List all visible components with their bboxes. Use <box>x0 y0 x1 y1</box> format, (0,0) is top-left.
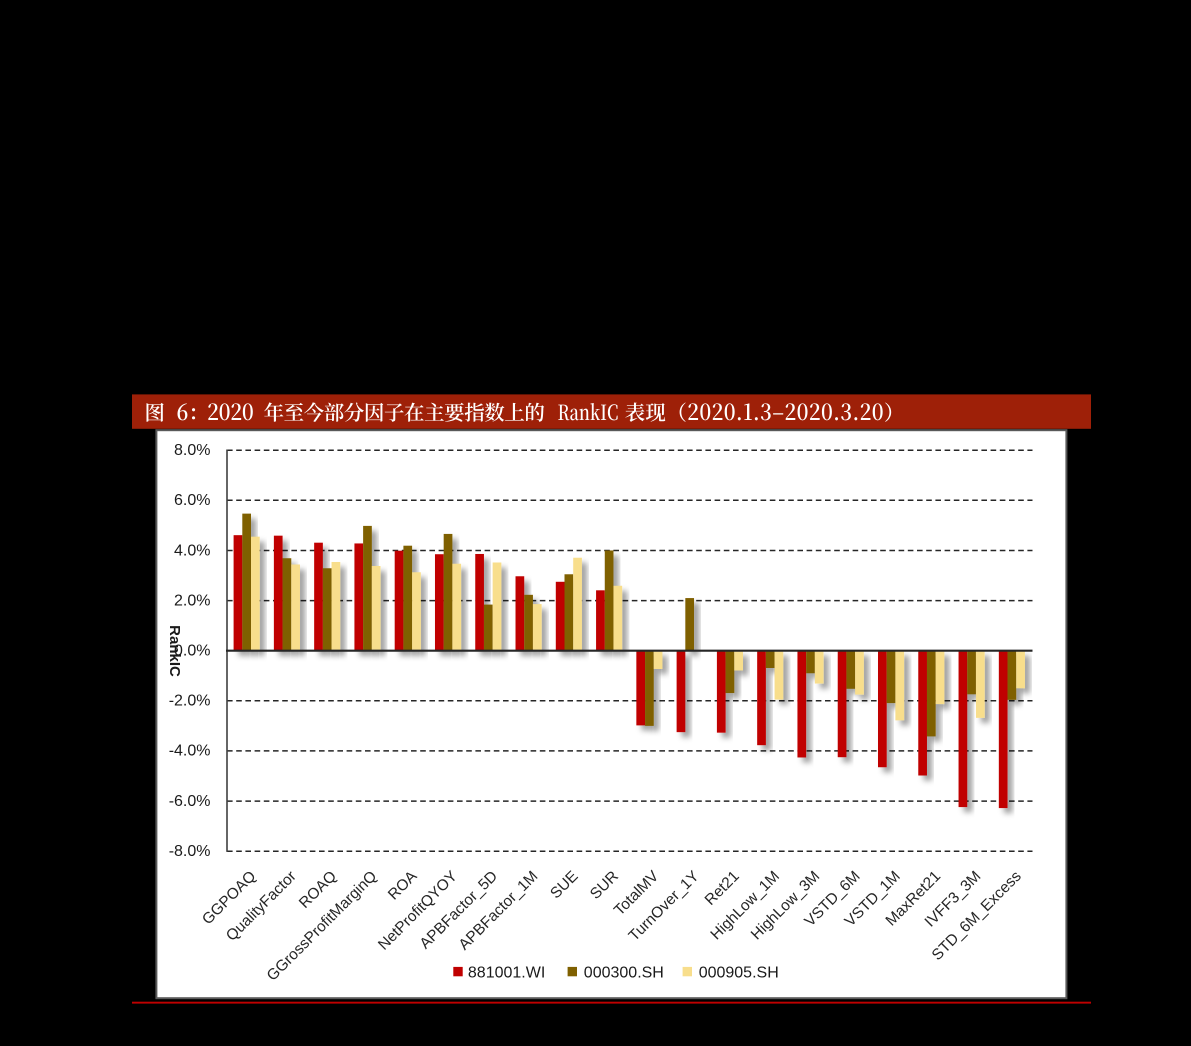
svg-text:RankIC: RankIC <box>166 625 183 677</box>
svg-text:000300.SH: 000300.SH <box>584 965 664 982</box>
svg-text:8.0%: 8.0% <box>174 442 210 459</box>
svg-text:2.0%: 2.0% <box>174 592 210 609</box>
svg-text:881001.WI: 881001.WI <box>468 965 545 982</box>
svg-text:-4.0%: -4.0% <box>169 743 211 760</box>
svg-text:6.0%: 6.0% <box>174 492 210 509</box>
svg-text:000905.SH: 000905.SH <box>699 965 779 982</box>
svg-text:-8.0%: -8.0% <box>169 843 211 860</box>
svg-text:-6.0%: -6.0% <box>169 793 211 810</box>
svg-text:-2.0%: -2.0% <box>169 693 211 710</box>
svg-text:4.0%: 4.0% <box>174 542 210 559</box>
svg-text:0.0%: 0.0% <box>174 643 210 660</box>
